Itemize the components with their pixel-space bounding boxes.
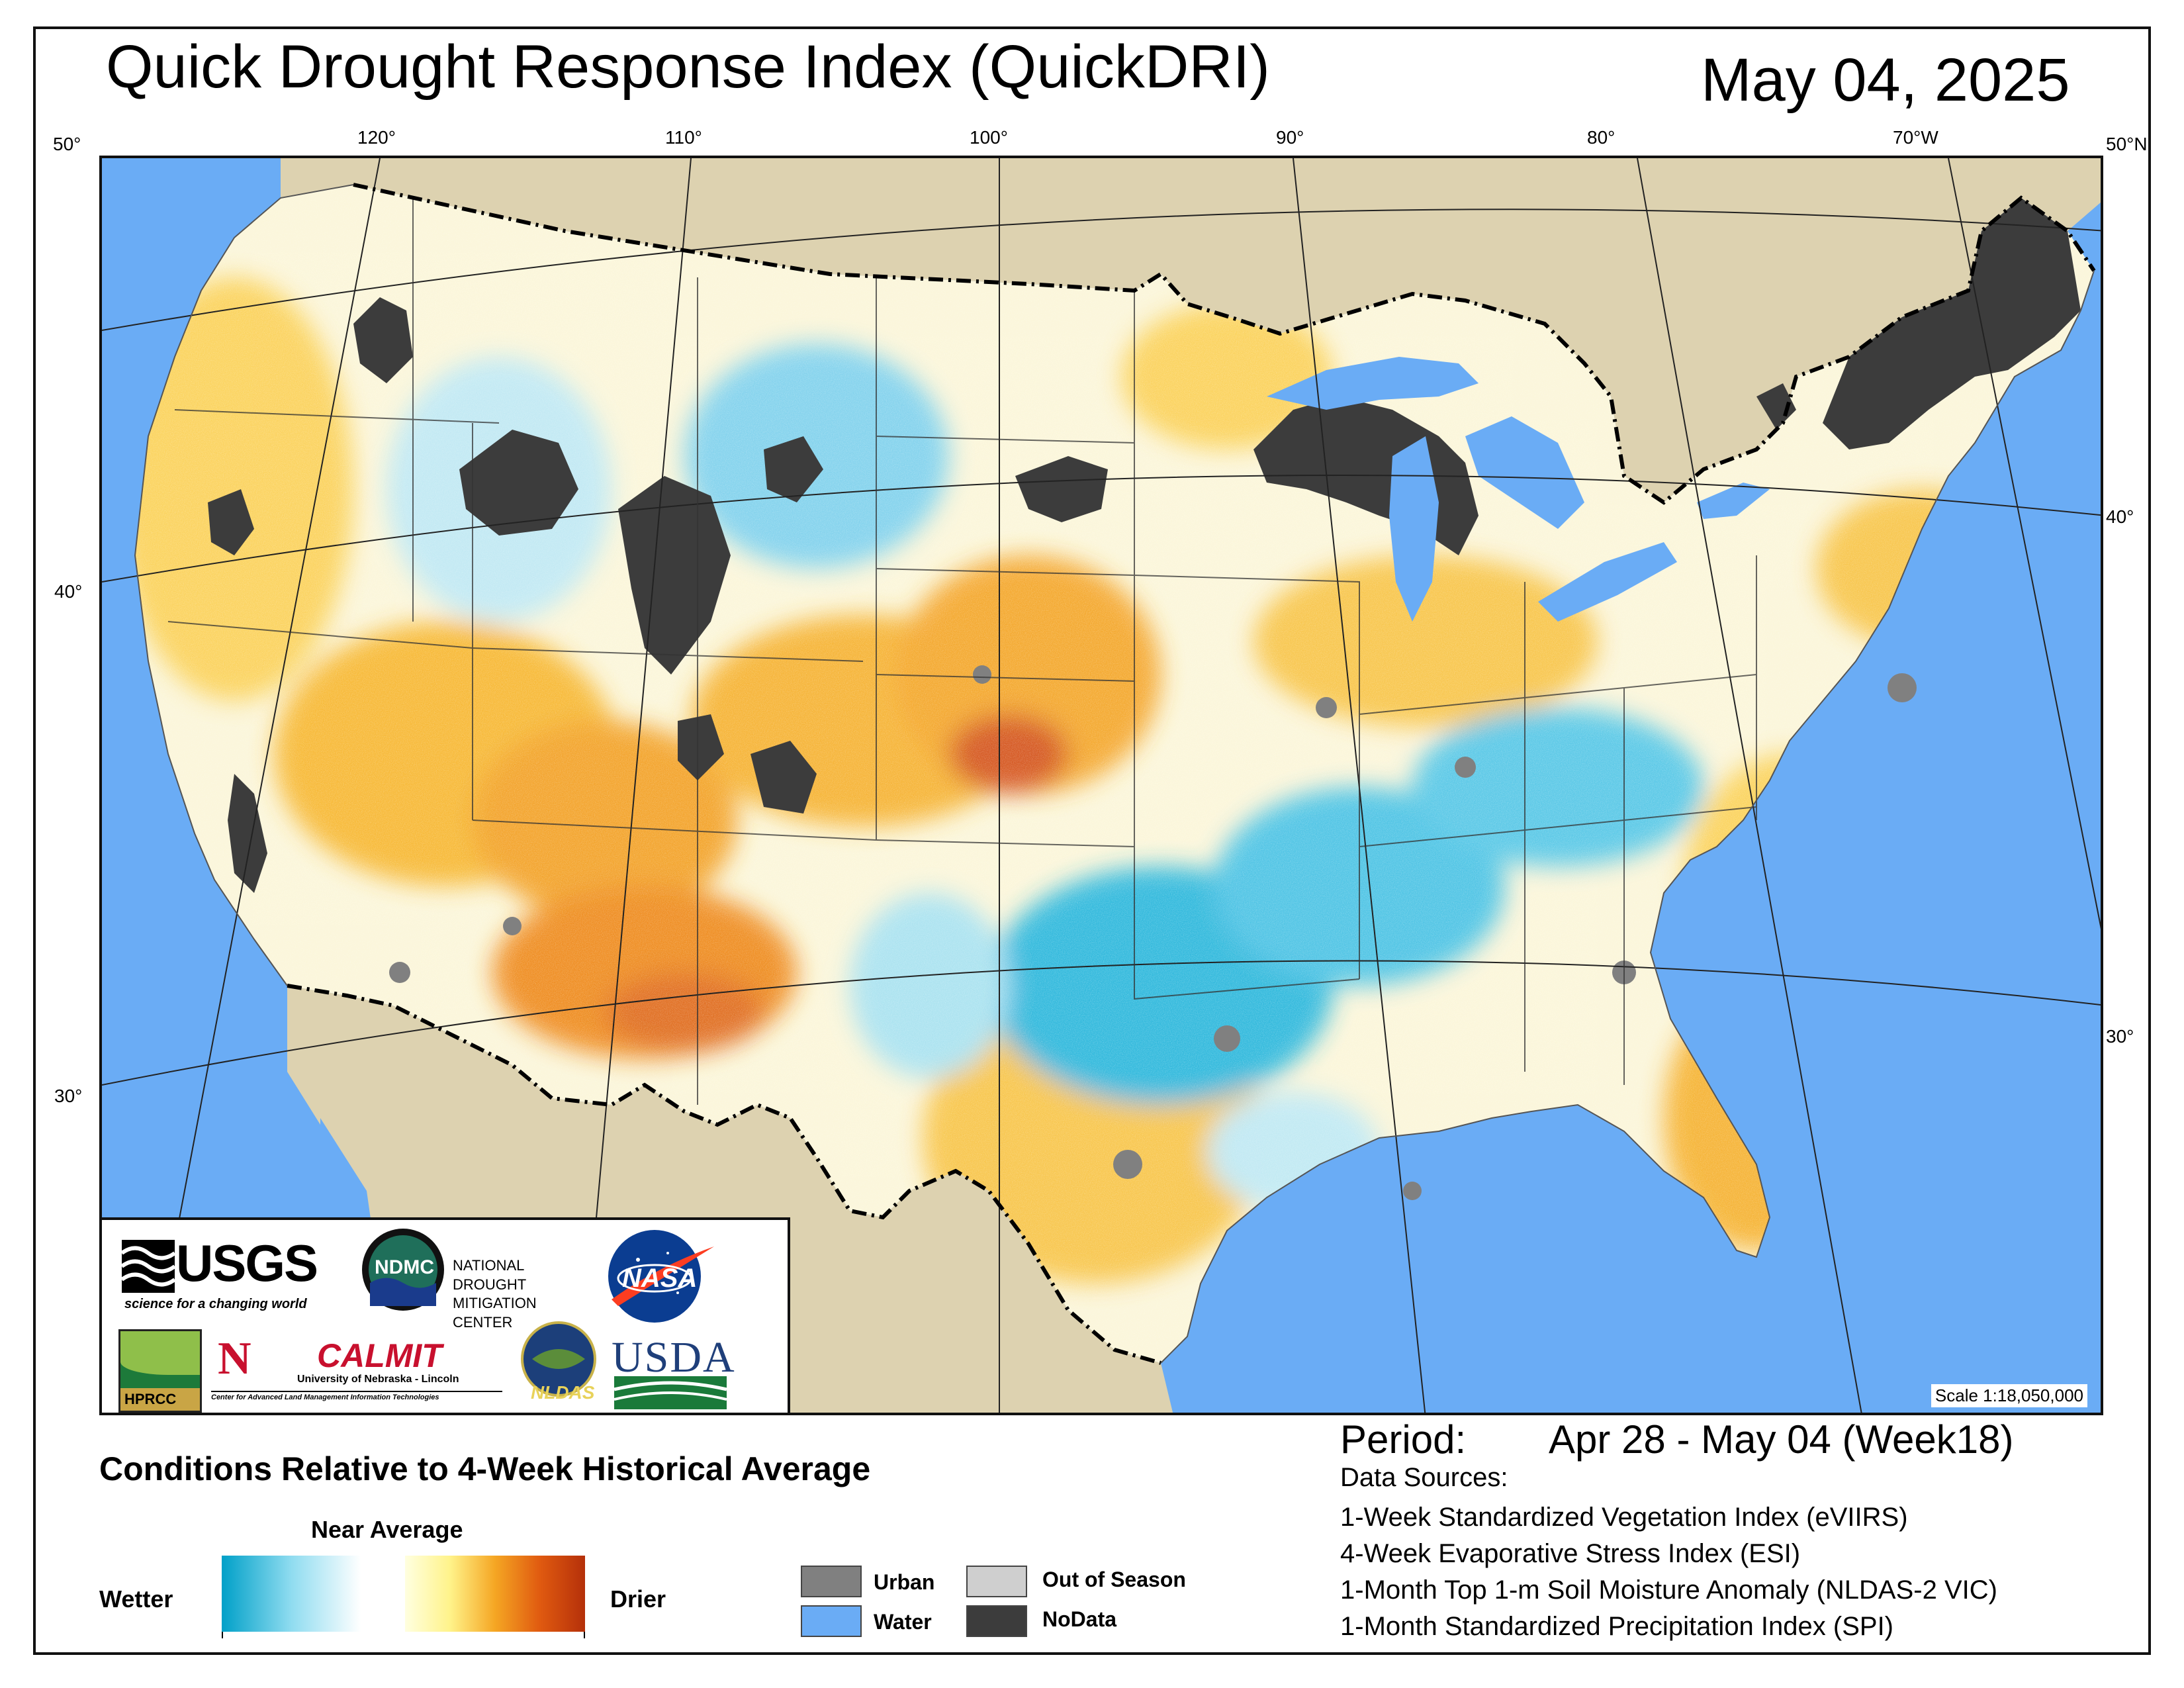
nldas-globe-icon	[521, 1321, 596, 1397]
canada-border	[353, 183, 2096, 505]
legend-wetter-label: Wetter	[99, 1585, 173, 1613]
data-source-item: 1-Week Standardized Vegetation Index (eV…	[1340, 1503, 1908, 1532]
graticule-label-120w: 120°	[357, 127, 396, 148]
legend-water-label: Water	[874, 1610, 932, 1634]
page-title: Quick Drought Response Index (QuickDRI)	[106, 33, 1270, 101]
graticule-label-110w: 110°	[665, 127, 702, 148]
graticule-label-right-30: 30°	[2106, 1026, 2134, 1047]
partner-logo-panel: USGS science for a changing world NDMC N…	[102, 1217, 790, 1413]
usgs-wordmark: USGS	[176, 1234, 318, 1292]
ndmc-name: NATIONAL DROUGHT MITIGATION CENTER	[453, 1256, 559, 1332]
legend-near-average: Near Average	[311, 1516, 463, 1543]
period-label: Period:	[1340, 1417, 1467, 1462]
graticule-label-80w: 80°	[1587, 127, 1615, 148]
graticule-label-left-40: 40°	[54, 581, 83, 602]
data-source-item: 1-Month Standardized Precipitation Index…	[1340, 1612, 1893, 1641]
graticule-label-left-30: 30°	[54, 1086, 83, 1106]
calmit-line2: Center for Advanced Land Management Info…	[211, 1391, 502, 1401]
calmit-wordmark: CALMIT	[317, 1337, 442, 1374]
coastline	[134, 184, 2095, 1364]
nldas-wordmark: NLDAS	[531, 1382, 595, 1403]
graticule-label-100w: 100°	[970, 127, 1008, 148]
data-source-item: 4-Week Evaporative Stress Index (ESI)	[1340, 1539, 1801, 1568]
legend-nodata-swatch	[966, 1605, 1027, 1637]
usgs-logo: USGS science for a changing world	[122, 1233, 320, 1313]
quickdri-map: USGS science for a changing world NDMC N…	[99, 156, 2103, 1415]
calmit-logo: N CALMIT University of Nebraska - Lincol…	[211, 1333, 509, 1405]
graticule-label-70w: 70°W	[1893, 127, 1938, 148]
ndmc-name-line1: NATIONAL DROUGHT	[453, 1257, 527, 1293]
nldas-logo: NLDAS	[519, 1319, 598, 1412]
calmit-line1: University of Nebraska - Lincoln	[297, 1374, 459, 1385]
ndmc-name-line2: MITIGATION CENTER	[453, 1295, 537, 1331]
outer-frame	[33, 26, 2151, 1655]
usda-field-icon	[614, 1376, 727, 1409]
nasa-logo: NASA	[605, 1227, 717, 1326]
usgs-wave-icon	[122, 1240, 175, 1293]
period-value: Apr 28 - May 04 (Week18)	[1549, 1417, 2014, 1462]
usgs-tagline: science for a changing world	[124, 1297, 307, 1311]
map-canvas	[102, 158, 2101, 1413]
nasa-meatball-icon	[608, 1230, 714, 1323]
graticule-label-right-40: 40°	[2106, 506, 2134, 527]
nasa-wordmark: NASA	[622, 1264, 698, 1293]
ndmc-circle-icon	[362, 1229, 444, 1311]
data-sources-heading: Data Sources:	[1340, 1463, 1508, 1492]
canada-land	[281, 158, 2101, 502]
nebraska-n-icon: N	[218, 1333, 251, 1384]
data-source-item: 1-Month Top 1-m Soil Moisture Anomaly (N…	[1340, 1575, 1997, 1605]
legend-water-swatch	[801, 1605, 862, 1637]
legend-heading: Conditions Relative to 4-Week Historical…	[99, 1450, 871, 1487]
legend-nodata-label: NoData	[1042, 1607, 1117, 1631]
graticule-label-top-right: 50°N	[2106, 134, 2148, 154]
map-date: May 04, 2025	[1701, 46, 2070, 114]
hprcc-wordmark: HPRCC	[124, 1391, 177, 1407]
usda-wordmark: USDA	[612, 1333, 736, 1382]
legend-urban-label: Urban	[874, 1570, 935, 1594]
ndmc-logo: NDMC NATIONAL DROUGHT MITIGATION CENTER	[360, 1227, 559, 1331]
legend-drier-ramp	[405, 1556, 585, 1632]
legend-out-of-season-label: Out of Season	[1042, 1568, 1186, 1591]
graticule-label-top-left: 50°	[53, 134, 81, 154]
map-scale: Scale 1:18,050,000	[1931, 1384, 2087, 1407]
graticule-label-90w: 90°	[1276, 127, 1304, 148]
mexico-border	[287, 984, 1161, 1365]
legend-wetter-ramp	[222, 1556, 361, 1632]
state-boundaries	[167, 198, 1757, 1105]
usda-logo: USDA	[612, 1333, 764, 1412]
great-lakes	[1267, 357, 1770, 622]
ndmc-abbrev: NDMC	[375, 1256, 434, 1278]
legend-urban-swatch	[801, 1566, 862, 1597]
hprcc-logo: HPRCC	[118, 1329, 202, 1413]
legend-out-of-season-swatch	[966, 1566, 1027, 1597]
legend-drier-label: Drier	[610, 1585, 666, 1613]
